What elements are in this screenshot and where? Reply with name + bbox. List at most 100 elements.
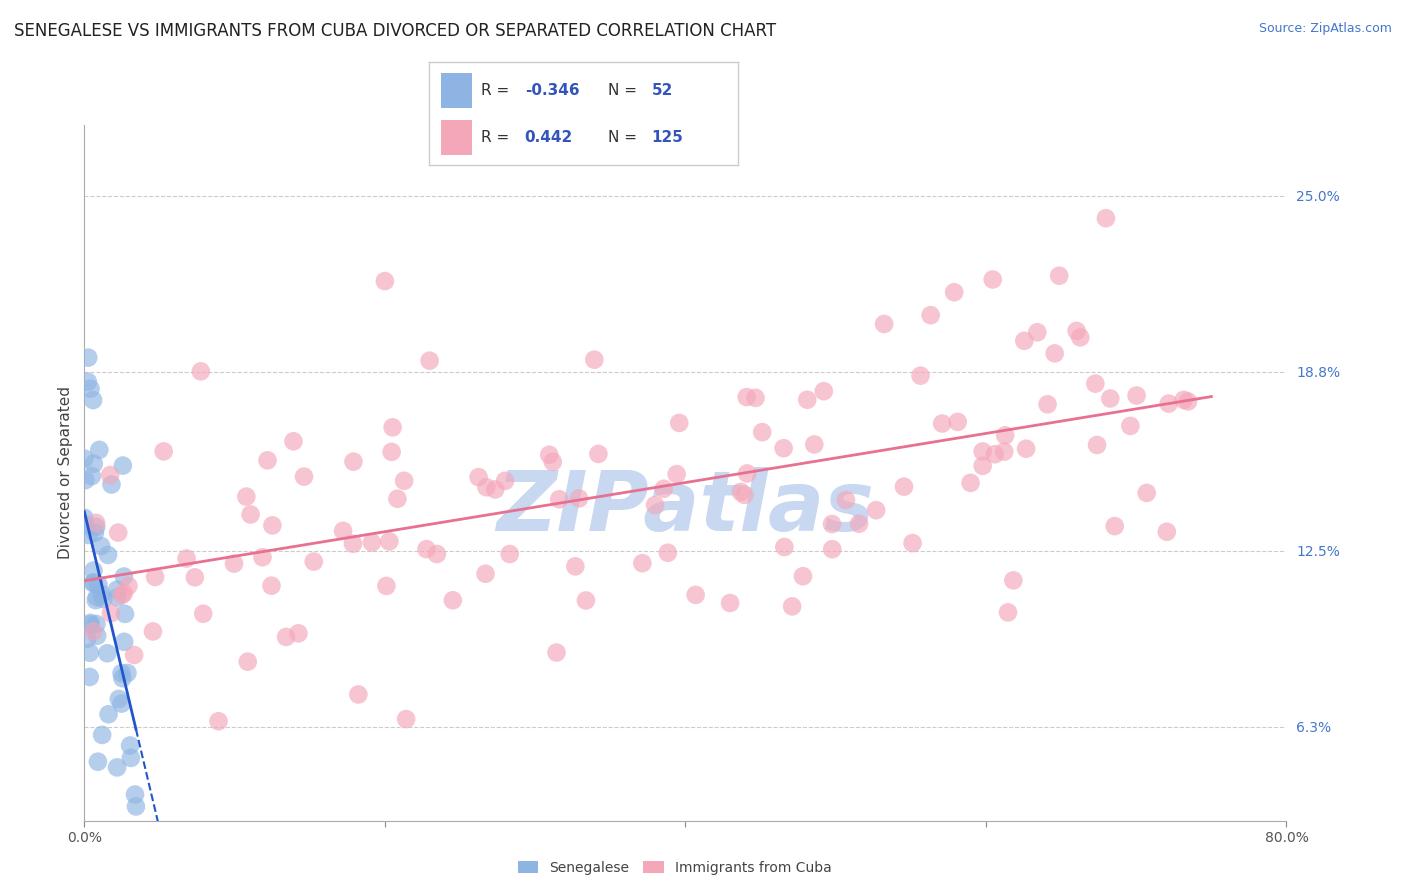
Point: [112, 586, 135, 600]
Point: [467, 470, 489, 484]
Y-axis label: Divorced or Separated: Divorced or Separated: [58, 386, 73, 559]
Point: [84, 516, 107, 530]
Point: [1014, 334, 1036, 348]
Point: [332, 524, 354, 538]
Point: [972, 458, 994, 473]
Point: [821, 542, 844, 557]
Point: [541, 455, 564, 469]
Point: [484, 483, 506, 497]
Point: [946, 415, 969, 429]
Point: [994, 428, 1017, 442]
Text: SENEGALESE VS IMMIGRANTS FROM CUBA DIVORCED OR SEPARATED CORRELATION CHART: SENEGALESE VS IMMIGRANTS FROM CUBA DIVOR…: [14, 22, 776, 40]
Point: [792, 569, 814, 583]
Point: [499, 547, 522, 561]
Point: [751, 425, 773, 439]
Point: [1015, 442, 1038, 456]
Point: [79, 615, 101, 630]
Point: [685, 588, 707, 602]
Point: [1099, 392, 1122, 406]
Point: [86, 590, 108, 604]
Point: [381, 420, 404, 434]
Point: [89, 442, 111, 457]
Point: [77, 351, 100, 365]
Point: [1026, 326, 1049, 340]
Point: [735, 467, 758, 481]
Point: [283, 434, 305, 449]
Point: [387, 491, 409, 506]
Point: [117, 579, 139, 593]
Point: [107, 692, 129, 706]
Point: [441, 593, 464, 607]
Point: [111, 671, 134, 685]
Point: [105, 760, 128, 774]
Point: [82, 576, 104, 591]
Point: [773, 540, 796, 554]
Text: Source: ZipAtlas.com: Source: ZipAtlas.com: [1258, 22, 1392, 36]
Point: [342, 455, 364, 469]
Point: [222, 557, 245, 571]
Point: [1125, 388, 1147, 402]
Point: [73, 510, 96, 524]
Point: [813, 384, 835, 399]
Point: [993, 444, 1015, 458]
Point: [1036, 397, 1059, 411]
Point: [984, 447, 1007, 461]
Point: [207, 714, 229, 729]
Point: [122, 648, 145, 662]
Point: [668, 416, 690, 430]
Point: [83, 525, 105, 540]
Legend: Senegalese, Immigrants from Cuba: Senegalese, Immigrants from Cuba: [512, 855, 838, 880]
Point: [1177, 394, 1199, 409]
Point: [375, 579, 398, 593]
Point: [111, 588, 134, 602]
Point: [112, 635, 135, 649]
Point: [79, 617, 101, 632]
Point: [1095, 211, 1118, 226]
Point: [631, 556, 654, 570]
Point: [114, 607, 136, 621]
Point: [865, 503, 887, 517]
Point: [803, 437, 825, 451]
Point: [107, 525, 129, 540]
Point: [361, 535, 384, 549]
Point: [1157, 396, 1180, 410]
Point: [997, 606, 1019, 620]
Point: [893, 480, 915, 494]
Point: [75, 517, 97, 532]
Point: [920, 308, 942, 322]
Point: [1156, 524, 1178, 539]
Point: [772, 441, 794, 455]
Point: [718, 596, 741, 610]
Point: [79, 382, 101, 396]
Text: N =: N =: [609, 83, 643, 97]
Point: [91, 592, 114, 607]
Point: [1043, 346, 1066, 360]
Point: [97, 548, 120, 562]
FancyBboxPatch shape: [441, 73, 472, 108]
Point: [426, 547, 449, 561]
Point: [1084, 376, 1107, 391]
Point: [142, 624, 165, 639]
Point: [735, 390, 758, 404]
Point: [120, 751, 142, 765]
Point: [124, 788, 146, 802]
Point: [419, 353, 441, 368]
Point: [90, 587, 112, 601]
Point: [105, 582, 128, 597]
Point: [91, 728, 114, 742]
Point: [1136, 486, 1159, 500]
Text: -0.346: -0.346: [524, 83, 579, 97]
Point: [733, 488, 755, 502]
Point: [1069, 330, 1091, 344]
Text: R =: R =: [481, 130, 515, 145]
Point: [381, 445, 404, 459]
Point: [117, 665, 139, 680]
Point: [972, 444, 994, 458]
Point: [342, 537, 364, 551]
Point: [252, 550, 274, 565]
Point: [1173, 392, 1195, 407]
Point: [931, 417, 953, 431]
Point: [657, 546, 679, 560]
Point: [835, 492, 858, 507]
Point: [644, 498, 666, 512]
